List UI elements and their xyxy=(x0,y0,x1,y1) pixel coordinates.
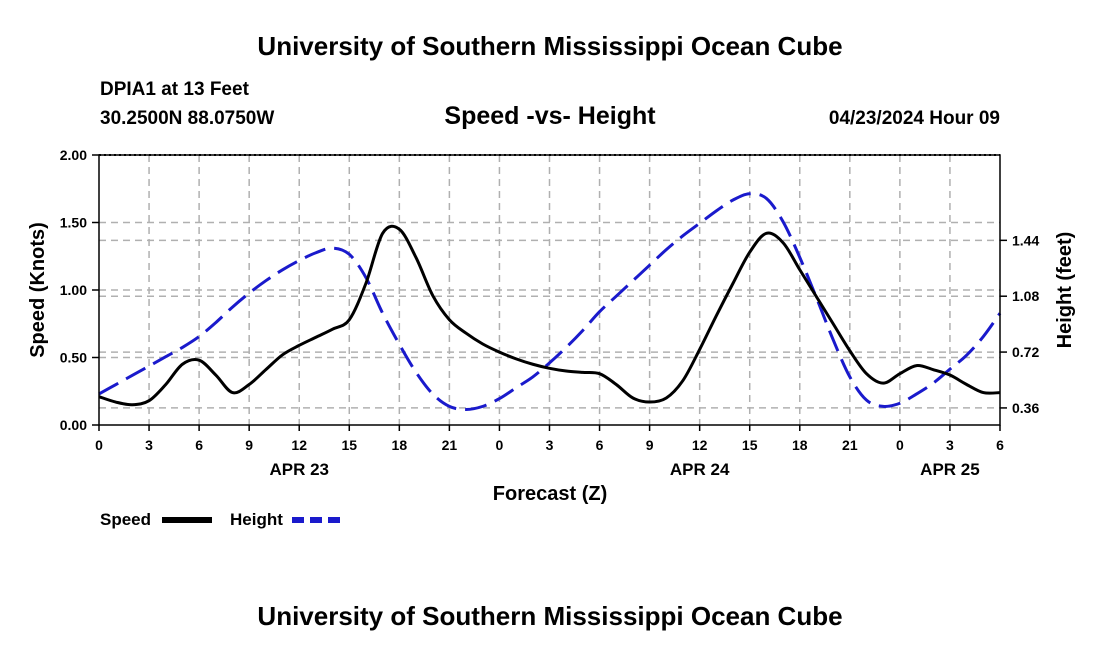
y2-axis-title: Height (feet) xyxy=(1054,232,1076,349)
x-tick-label: 9 xyxy=(646,437,654,453)
y2-tick-label: 1.08 xyxy=(1012,288,1039,304)
date-label: APR 23 xyxy=(269,460,329,479)
x-tick-label: 15 xyxy=(742,437,758,453)
y-tick-label: 0.50 xyxy=(60,350,87,366)
x-tick-label: 9 xyxy=(245,437,253,453)
x-tick-label: 3 xyxy=(145,437,153,453)
y2-tick-label: 0.36 xyxy=(1012,400,1039,416)
station-label: DPIA1 at 13 Feet xyxy=(100,79,250,100)
x-tick-label: 15 xyxy=(341,437,357,453)
main-title: University of Southern Mississippi Ocean… xyxy=(257,31,842,61)
y2-tick-label: 0.72 xyxy=(1012,344,1039,360)
x-tick-label: 6 xyxy=(996,437,1004,453)
grid-lines xyxy=(99,155,1000,425)
x-tick-label: 3 xyxy=(946,437,954,453)
footer-title: University of Southern Mississippi Ocean… xyxy=(257,601,842,631)
x-tick-label: 0 xyxy=(896,437,904,453)
x-tick-label: 0 xyxy=(496,437,504,453)
coordinates-label: 30.2500N 88.0750W xyxy=(100,108,274,129)
x-tick-label: 12 xyxy=(692,437,708,453)
x-tick-label: 6 xyxy=(596,437,604,453)
x-axis-title: Forecast (Z) xyxy=(493,483,607,505)
y-tick-label: 1.00 xyxy=(60,282,87,298)
y2-tick-label: 1.44 xyxy=(1012,232,1039,248)
legend-height-label: Height xyxy=(230,510,283,529)
speed-series-line xyxy=(98,224,1001,407)
x-tick-label: 18 xyxy=(792,437,808,453)
date-label: APR 25 xyxy=(920,460,980,479)
axis-ticks: 0 3 6 9 12 15 18 21 0 3 6 9 12 15 18 21 0 3 6 0.00 0.50 1.00 1… xyxy=(60,147,1040,479)
y-tick-label: 0.00 xyxy=(60,417,87,433)
date-label: APR 24 xyxy=(670,460,730,479)
x-tick-label: 6 xyxy=(195,437,203,453)
x-tick-label: 3 xyxy=(546,437,554,453)
height-series-line xyxy=(98,192,1002,411)
legend: Speed Height xyxy=(100,510,342,529)
y-tick-label: 2.00 xyxy=(60,147,87,163)
chart-title: Speed -vs- Height xyxy=(444,102,656,130)
y-tick-label: 1.50 xyxy=(60,215,87,231)
x-tick-label: 0 xyxy=(95,437,103,453)
x-tick-label: 18 xyxy=(392,437,408,453)
y-axis-title: Speed (Knots) xyxy=(27,222,49,358)
legend-speed-label: Speed xyxy=(100,510,151,529)
forecast-datetime: 04/23/2024 Hour 09 xyxy=(829,108,1000,129)
x-tick-label: 21 xyxy=(842,437,858,453)
x-tick-label: 21 xyxy=(442,437,458,453)
series-layer xyxy=(98,192,1002,411)
x-tick-label: 12 xyxy=(291,437,307,453)
